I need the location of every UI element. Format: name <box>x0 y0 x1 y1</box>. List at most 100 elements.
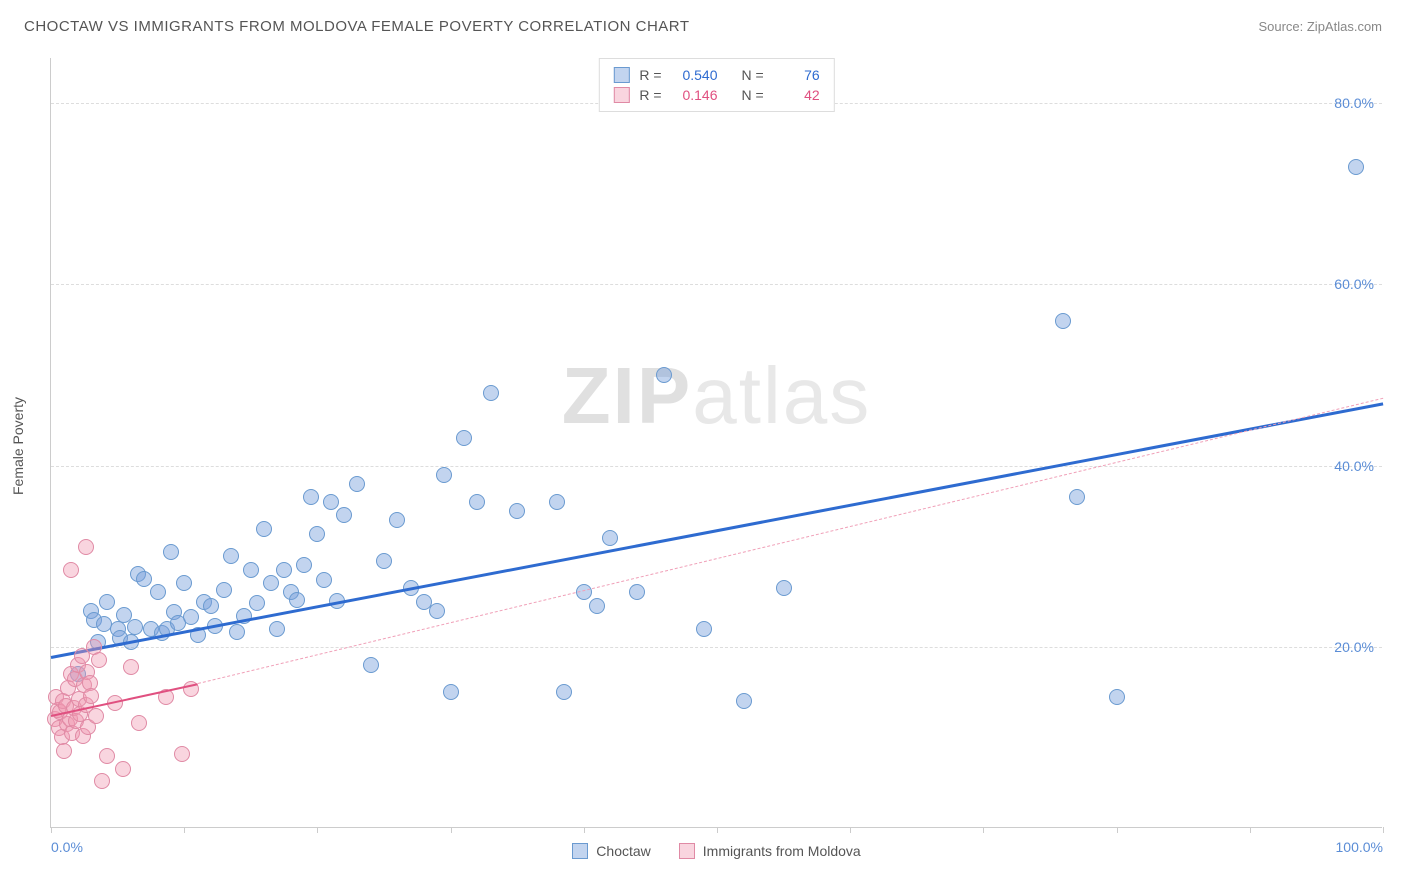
r-value: 0.146 <box>672 87 718 103</box>
plot-area: ZIPatlas R = 0.540N = 76R = 0.146N = 42 … <box>50 58 1382 828</box>
scatter-point <box>1055 313 1071 329</box>
scatter-point <box>696 621 712 637</box>
scatter-point <box>349 476 365 492</box>
legend-swatch <box>613 67 629 83</box>
scatter-point <box>602 530 618 546</box>
x-tick-label: 0.0% <box>51 839 83 855</box>
scatter-point <box>1109 689 1125 705</box>
r-value: 0.540 <box>672 67 718 83</box>
scatter-point <box>509 503 525 519</box>
watermark-rest: atlas <box>692 351 871 440</box>
gridline <box>51 647 1382 648</box>
scatter-point <box>174 746 190 762</box>
scatter-point <box>256 521 272 537</box>
scatter-point <box>336 507 352 523</box>
x-tick <box>1383 827 1384 833</box>
scatter-point <box>56 743 72 759</box>
series-legend: Choctaw Immigrants from Moldova <box>51 843 1382 859</box>
y-tick-label: 40.0% <box>1334 458 1374 474</box>
x-tick <box>451 827 452 833</box>
scatter-point <box>123 659 139 675</box>
scatter-point <box>363 657 379 673</box>
scatter-point <box>589 598 605 614</box>
scatter-point <box>389 512 405 528</box>
scatter-point <box>469 494 485 510</box>
scatter-point <box>203 598 219 614</box>
legend-item: Immigrants from Moldova <box>679 843 861 859</box>
scatter-point <box>443 684 459 700</box>
scatter-point <box>83 688 99 704</box>
watermark: ZIPatlas <box>562 350 871 442</box>
r-label: R = <box>639 87 661 103</box>
scatter-point <box>229 624 245 640</box>
x-tick <box>1117 827 1118 833</box>
scatter-point <box>316 572 332 588</box>
x-tick <box>317 827 318 833</box>
scatter-point <box>736 693 752 709</box>
trend-line-extrapolated <box>197 398 1383 684</box>
legend-swatch <box>613 87 629 103</box>
x-tick <box>850 827 851 833</box>
scatter-point <box>78 539 94 555</box>
scatter-point <box>136 571 152 587</box>
y-tick-label: 80.0% <box>1334 95 1374 111</box>
scatter-point <box>99 594 115 610</box>
n-value: 76 <box>774 67 820 83</box>
scatter-point <box>323 494 339 510</box>
gridline <box>51 284 1382 285</box>
trend-line <box>51 402 1384 659</box>
scatter-point <box>629 584 645 600</box>
scatter-point <box>776 580 792 596</box>
x-tick <box>184 827 185 833</box>
scatter-point <box>249 595 265 611</box>
legend-swatch <box>679 843 695 859</box>
legend-stat-row: R = 0.146N = 42 <box>613 85 819 105</box>
legend-label: Choctaw <box>596 843 650 859</box>
scatter-point <box>243 562 259 578</box>
scatter-point <box>223 548 239 564</box>
legend-item: Choctaw <box>572 843 650 859</box>
scatter-point <box>91 652 107 668</box>
scatter-point <box>483 385 499 401</box>
r-label: R = <box>639 67 661 83</box>
scatter-point <box>99 748 115 764</box>
scatter-point <box>163 544 179 560</box>
scatter-point <box>309 526 325 542</box>
x-tick <box>983 827 984 833</box>
x-tick <box>717 827 718 833</box>
scatter-point <box>456 430 472 446</box>
x-tick <box>584 827 585 833</box>
scatter-point <box>176 575 192 591</box>
scatter-point <box>127 619 143 635</box>
x-tick <box>1250 827 1251 833</box>
scatter-point <box>549 494 565 510</box>
scatter-point <box>63 562 79 578</box>
n-label: N = <box>742 67 764 83</box>
scatter-point <box>183 609 199 625</box>
gridline <box>51 466 1382 467</box>
scatter-point <box>556 684 572 700</box>
n-label: N = <box>742 87 764 103</box>
scatter-point <box>94 773 110 789</box>
scatter-point <box>88 708 104 724</box>
watermark-bold: ZIP <box>562 351 692 440</box>
scatter-point <box>429 603 445 619</box>
scatter-point <box>303 489 319 505</box>
source-attribution: Source: ZipAtlas.com <box>1258 19 1382 34</box>
scatter-point <box>150 584 166 600</box>
y-tick-label: 20.0% <box>1334 639 1374 655</box>
correlation-legend: R = 0.540N = 76R = 0.146N = 42 <box>598 58 834 112</box>
scatter-point <box>656 367 672 383</box>
scatter-point <box>376 553 392 569</box>
legend-label: Immigrants from Moldova <box>703 843 861 859</box>
scatter-point <box>131 715 147 731</box>
legend-swatch <box>572 843 588 859</box>
scatter-point <box>263 575 279 591</box>
scatter-point <box>269 621 285 637</box>
chart-title: CHOCTAW VS IMMIGRANTS FROM MOLDOVA FEMAL… <box>24 18 690 35</box>
y-axis-label: Female Poverty <box>10 397 26 495</box>
scatter-point <box>1069 489 1085 505</box>
scatter-point <box>276 562 292 578</box>
legend-stat-row: R = 0.540 N = 76 <box>613 65 819 85</box>
x-tick <box>51 827 52 833</box>
